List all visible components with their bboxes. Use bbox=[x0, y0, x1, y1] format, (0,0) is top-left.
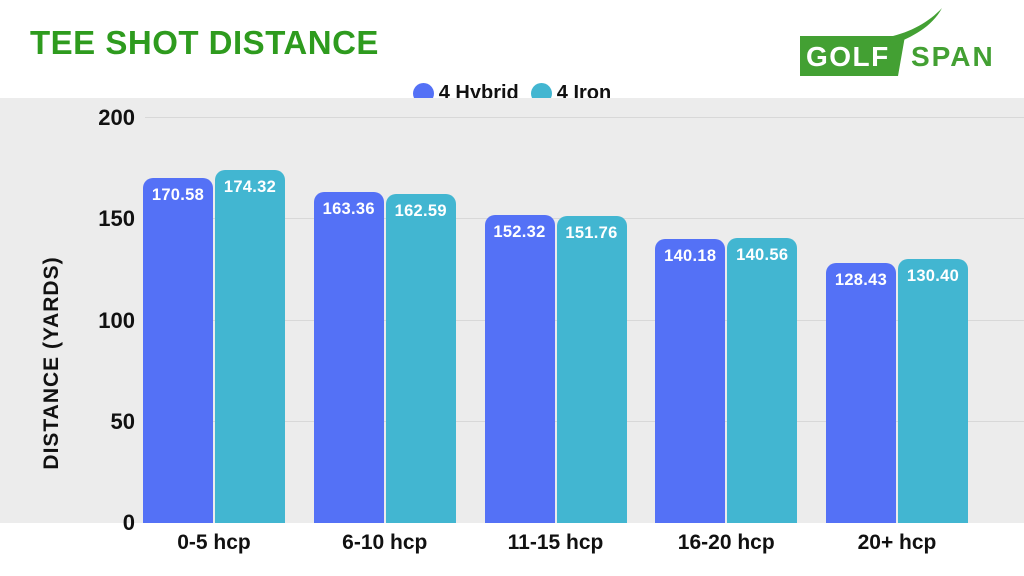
golfspan-logo: GOLF SPAN bbox=[800, 8, 995, 76]
bar-value-label: 140.56 bbox=[736, 246, 789, 265]
bar-4-hybrid-16-20-hcp: 140.18 bbox=[655, 239, 726, 523]
x-axis-label-20+-hcp: 20+ hcp bbox=[857, 531, 937, 554]
y-tick-label-150: 150 bbox=[98, 206, 135, 232]
bar-4-iron-0-5-hcp: 174.32 bbox=[215, 170, 285, 523]
plot-area: 170.58 174.32 163.36 162.59 152.32 151.76 140.… bbox=[0, 98, 1024, 523]
x-axis-label-16-20-hcp: 16-20 hcp bbox=[677, 531, 775, 554]
bar-4-iron-16-20-hcp: 140.56 bbox=[727, 238, 798, 523]
bar-4-hybrid-6-10-hcp: 163.36 bbox=[313, 192, 384, 523]
bar-4-hybrid-0-5-hcp: 170.58 bbox=[143, 177, 213, 523]
bar-4-hybrid-11-15-hcp: 152.32 bbox=[484, 214, 555, 523]
bar-value-label: 140.18 bbox=[664, 247, 717, 266]
bar-value-label: 163.36 bbox=[322, 200, 375, 219]
bar-4-iron-11-15-hcp: 151.76 bbox=[556, 215, 627, 523]
bar-value-label: 151.76 bbox=[565, 223, 618, 242]
x-axis-label-6-10-hcp: 6-10 hcp bbox=[342, 531, 428, 554]
y-tick-label-200: 200 bbox=[98, 105, 135, 130]
bar-value-label: 152.32 bbox=[493, 222, 546, 241]
x-axis-label-11-15-hcp: 11-15 hcp bbox=[507, 531, 604, 554]
y-tick-label-100: 100 bbox=[98, 307, 135, 333]
y-tick-label-50: 50 bbox=[110, 408, 135, 434]
y-axis-label: DISTANCE (YARDS) bbox=[40, 256, 63, 470]
gridline-200 bbox=[145, 117, 1024, 118]
bar-value-label: 128.43 bbox=[834, 270, 888, 289]
x-axis-label-0-5-hcp: 0-5 hcp bbox=[177, 531, 251, 554]
page-title: TEE SHOT DISTANCE bbox=[30, 24, 379, 61]
bar-4-iron-20+-hcp: 130.40 bbox=[898, 258, 968, 523]
logo-text-span: SPAN bbox=[911, 41, 995, 72]
bar-value-label: 130.40 bbox=[906, 266, 960, 285]
logo-swoosh-icon bbox=[889, 8, 942, 45]
bar-4-iron-6-10-hcp: 162.59 bbox=[385, 193, 456, 523]
bar-value-label: 170.58 bbox=[151, 185, 205, 204]
bar-value-label: 162.59 bbox=[394, 201, 447, 220]
logo-text-golf: GOLF bbox=[806, 41, 890, 72]
bar-4-hybrid-20+-hcp: 128.43 bbox=[826, 262, 896, 523]
y-tick-label-0: 0 bbox=[122, 510, 135, 535]
golfspan-logo-mark: GOLF SPAN bbox=[800, 8, 995, 76]
bar-value-label: 174.32 bbox=[223, 178, 277, 197]
